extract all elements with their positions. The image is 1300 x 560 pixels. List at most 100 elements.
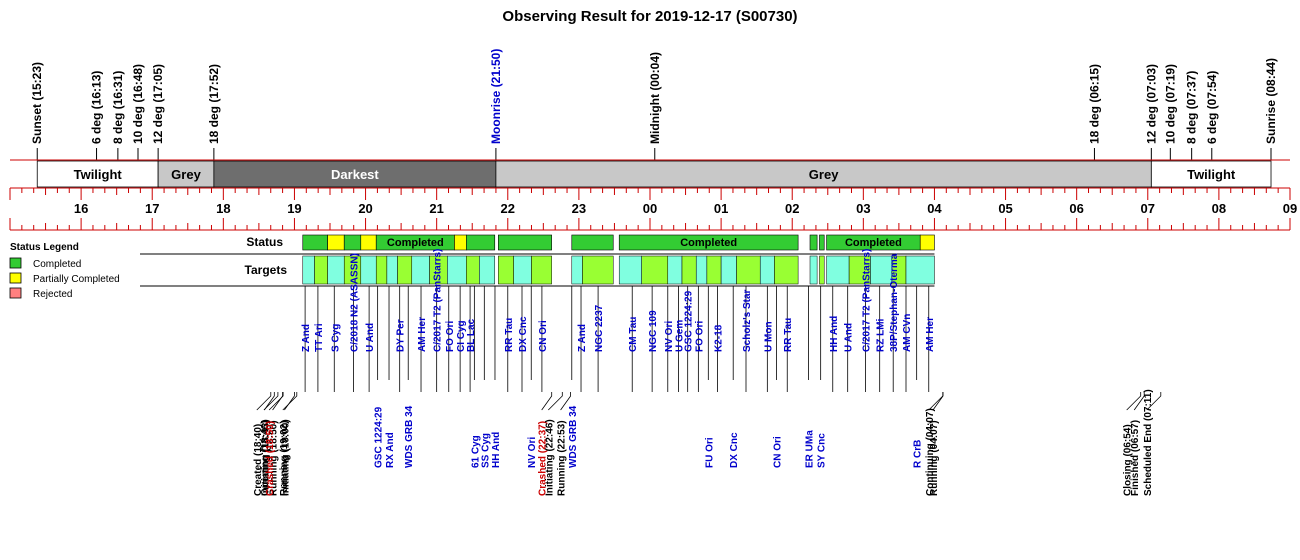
target-block <box>905 255 935 285</box>
sky-event-label: 6 deg (07:54) <box>1205 71 1219 144</box>
system-event-leader <box>1126 392 1142 411</box>
sky-band <box>495 160 1152 188</box>
system-event-label: Opening (18:46) <box>260 420 271 496</box>
system-event-leader <box>1146 392 1162 411</box>
system-event-leader <box>1133 392 1145 411</box>
target-label: CM Tau <box>628 317 639 352</box>
target-block <box>695 255 708 285</box>
hour-axis: 16 17 18 19 20 21 22 23 00 01 02 03 04 05 06 07 08 09 <box>9 188 1297 231</box>
status-block <box>454 234 467 251</box>
hour-tick-label: 08 <box>1212 201 1226 216</box>
targets-row <box>140 255 935 287</box>
system-event-leader <box>548 392 563 411</box>
target-label: DX Cnc <box>518 316 529 352</box>
sky-event-label: 8 deg (16:31) <box>111 71 125 144</box>
hour-tick-label: 03 <box>856 201 870 216</box>
legend-label-partial: Partially Completed <box>33 274 120 285</box>
target-block <box>447 255 467 285</box>
target-label: GSC 1224:29 <box>684 290 695 352</box>
target-label: FO Ori <box>445 321 456 352</box>
sky-band-label: Twilight <box>1187 167 1236 182</box>
system-event-leader <box>560 392 571 411</box>
target-label: CI Cyg <box>456 320 467 352</box>
target-label: SY Cnc <box>817 433 828 468</box>
target-label: HH And <box>829 316 840 352</box>
target-label: NGC 109 <box>648 310 659 352</box>
target-block <box>314 255 328 285</box>
target-label: U And <box>365 323 376 352</box>
target-block <box>706 255 722 285</box>
hour-tick-label: 23 <box>572 201 586 216</box>
status-row: Completed Completed Completed <box>140 234 935 255</box>
target-block <box>531 255 552 285</box>
target-label: 38P/Stephan-Oterma <box>889 253 900 352</box>
target-label: Scholz's Star <box>742 289 753 352</box>
target-label: ER UMa <box>805 430 816 468</box>
target-block <box>774 255 799 285</box>
target-label: RR Tau <box>783 318 794 352</box>
sky-event-label: 12 deg (17:05) <box>151 64 165 144</box>
target-label: DY Per <box>396 319 407 352</box>
target-block <box>466 255 480 285</box>
target-label: FU Ori <box>704 437 715 468</box>
legend-label-completed: Completed <box>33 259 81 270</box>
status-legend: Status Legend Completed Partially Comple… <box>9 242 120 300</box>
sky-event-label: 8 deg (07:37) <box>1185 71 1199 144</box>
system-event-leader <box>268 392 284 411</box>
status-block <box>819 234 825 251</box>
system-event-label: Running (22:53) <box>557 420 568 496</box>
status-block <box>360 234 377 251</box>
target-block <box>498 255 514 285</box>
system-event-label: Continuing (04:07) <box>925 408 936 496</box>
targets-row-label: Targets <box>245 263 288 277</box>
hour-tick-label: 00 <box>643 201 657 216</box>
sky-event-label: Sunset (15:23) <box>30 62 44 144</box>
sky-condition-bands: Twilight Grey Darkest Grey Twilight <box>10 159 1290 189</box>
target-block <box>681 255 697 285</box>
hour-tick-label: 04 <box>927 201 942 216</box>
target-label: NV Ori <box>664 321 675 352</box>
target-label: FO Ori <box>694 321 705 352</box>
target-label: Z And <box>301 324 312 352</box>
target-label: WDS GRB 34 <box>568 405 579 468</box>
system-event-leader <box>541 392 553 411</box>
hour-tick-label: 20 <box>358 201 372 216</box>
target-label: AM Her <box>417 317 428 352</box>
target-label: AM Her <box>925 317 936 352</box>
target-label: TT Ari <box>314 323 325 352</box>
target-block <box>479 255 496 285</box>
system-event-label: Crashed (18:50) <box>265 421 276 496</box>
hour-tick-label: 19 <box>287 201 301 216</box>
status-block-label: Completed <box>845 237 902 249</box>
hour-tick-label: 02 <box>785 201 799 216</box>
target-block <box>360 255 377 285</box>
system-event-label: Scheduled End (07:11) <box>1143 389 1154 496</box>
legend-swatch-completed <box>9 257 22 269</box>
hour-tick-label: 06 <box>1069 201 1083 216</box>
target-label: C/2017 T2 (PanStarrs) <box>433 249 444 352</box>
sky-band-label: Grey <box>809 167 839 182</box>
target-label: BL Lac <box>466 318 477 352</box>
status-block <box>809 234 818 251</box>
target-label: RX And <box>385 432 396 468</box>
target-block <box>667 255 683 285</box>
system-events: Created (18:40)Initiating (18:43)Opening… <box>253 389 1162 496</box>
target-label: DX Cnc <box>729 432 740 468</box>
system-event-label: Closing (06:54) <box>1123 424 1134 496</box>
hour-tick-label: 01 <box>714 201 728 216</box>
target-label: NV Ori <box>527 437 538 468</box>
target-block <box>375 255 388 285</box>
sky-event-markers: Sunset (15:23) 6 deg (16:13) 8 deg (16:31)… <box>30 49 1278 160</box>
target-labels: Z And TT Ari S Cyg C/2018 N2 (ASASSN) U And D… <box>301 249 936 468</box>
legend-label-rejected: Rejected <box>33 289 72 300</box>
target-label: R CrB <box>913 440 924 468</box>
system-event-label: Finished (06:57) <box>1130 420 1141 496</box>
target-block <box>386 255 398 285</box>
target-label: SS Cyg <box>480 433 491 468</box>
system-event-leader <box>282 392 298 411</box>
target-label: U Gem <box>674 320 685 352</box>
target-block <box>736 255 761 285</box>
sky-event-label: 6 deg (16:13) <box>90 71 104 144</box>
system-event-label: Created (18:40) <box>253 424 264 496</box>
